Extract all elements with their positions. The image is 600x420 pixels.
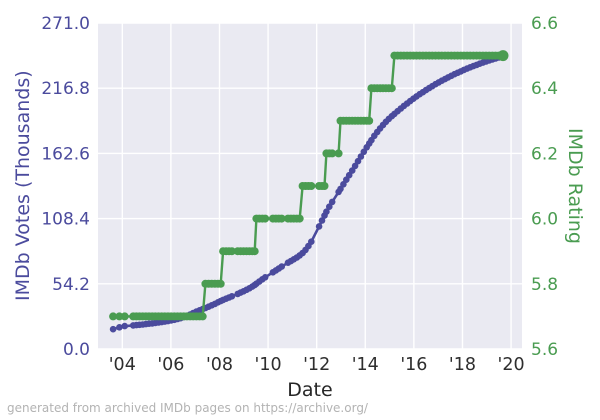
- x-tick-label: '18: [449, 355, 476, 375]
- x-tick-label: '10: [255, 355, 282, 375]
- x-tick-label: '08: [206, 355, 233, 375]
- rating-marker: [109, 312, 118, 321]
- rating-marker: [307, 182, 316, 190]
- rating-marker-last: [497, 50, 509, 62]
- votes-marker: [328, 198, 336, 206]
- rating-marker: [198, 312, 207, 321]
- y-left-tick-label: 162.6: [41, 144, 90, 164]
- votes-marker: [318, 217, 326, 224]
- votes-marker: [308, 238, 315, 245]
- rating-marker: [277, 214, 286, 223]
- x-axis-title: Date: [287, 379, 333, 401]
- rating-marker: [261, 214, 270, 223]
- x-tick-label: '14: [352, 355, 379, 375]
- y-right-tick-label: 6.2: [531, 144, 558, 164]
- x-tick-label: '20: [498, 355, 525, 375]
- rating-marker: [334, 149, 343, 158]
- rating-marker: [387, 84, 396, 93]
- votes-marker: [278, 263, 286, 270]
- source-caption: generated from archived IMDb pages on ht…: [7, 401, 368, 415]
- rating-marker: [216, 279, 225, 288]
- votes-marker: [315, 223, 323, 230]
- votes-marker: [109, 325, 117, 333]
- y-right-tick-label: 6.6: [531, 14, 558, 34]
- votes-marker: [228, 293, 236, 300]
- x-tick-label: '06: [157, 355, 184, 375]
- y-right-tick-label: 6.0: [531, 210, 558, 230]
- rating-marker: [328, 149, 337, 158]
- left-axis-title: IMDb Votes (Thousands): [12, 70, 34, 302]
- y-right-tick-label: 6.4: [531, 79, 558, 99]
- right-axis-title: IMDb Rating: [564, 128, 586, 244]
- rating-marker: [250, 247, 259, 256]
- y-right-tick-label: 5.8: [531, 275, 558, 295]
- rating-marker: [227, 247, 236, 256]
- x-tick-label: '04: [109, 355, 136, 375]
- rating-marker: [120, 312, 129, 321]
- x-tick-label: '16: [400, 355, 427, 375]
- y-right-tick-label: 5.6: [531, 340, 558, 360]
- votes-marker: [261, 274, 269, 281]
- votes-marker: [121, 322, 128, 330]
- x-tick-label: '12: [303, 355, 330, 375]
- y-left-tick-label: 0.0: [63, 340, 90, 360]
- rating-marker: [295, 214, 304, 223]
- votes-marker: [116, 324, 123, 331]
- votes-marker: [323, 208, 330, 215]
- y-left-tick-label: 216.8: [41, 79, 90, 99]
- votes-marker: [326, 203, 333, 210]
- rating-marker: [320, 182, 329, 190]
- rating-marker: [365, 116, 374, 125]
- y-left-tick-label: 271.0: [41, 14, 90, 34]
- y-left-tick-label: 108.4: [41, 210, 90, 230]
- y-left-tick-label: 54.2: [52, 275, 90, 295]
